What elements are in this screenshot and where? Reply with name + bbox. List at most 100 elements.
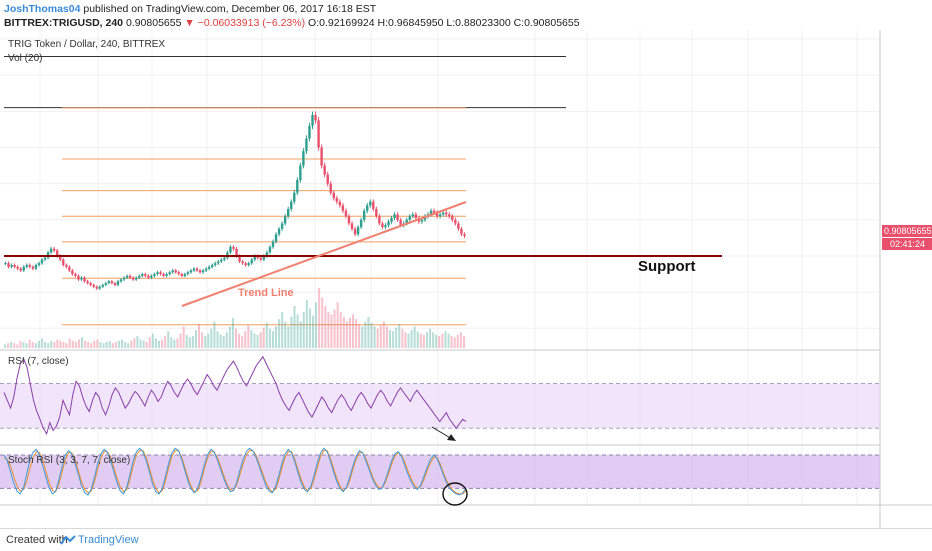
candle — [238, 255, 241, 262]
candle — [326, 174, 329, 184]
volume-bar — [364, 321, 367, 348]
candle — [49, 248, 53, 253]
candle — [107, 281, 111, 284]
volume-bar — [170, 337, 173, 348]
candle — [250, 259, 253, 264]
candle — [435, 212, 439, 217]
volume-bar — [188, 337, 191, 348]
main-legend[interactable]: TRIG Token / Dollar, 240, BITTREX — [8, 39, 165, 50]
volume-bar — [327, 312, 330, 348]
candle — [174, 270, 177, 273]
volume-bar — [216, 331, 219, 348]
volume-bar — [244, 331, 247, 348]
volume-bar — [410, 330, 413, 348]
chart-header: JoshThomas04 published on TradingView.co… — [0, 0, 932, 30]
volume-bar — [342, 316, 345, 348]
volume-bar — [225, 332, 228, 348]
rsi-legend[interactable]: RSI (7, close) — [8, 356, 69, 367]
candle — [259, 257, 263, 260]
candle — [366, 205, 369, 211]
candle — [156, 272, 159, 275]
stoch-k-series — [3, 447, 467, 496]
candle — [445, 212, 448, 215]
countdown-tag — [882, 238, 932, 250]
candle — [101, 284, 104, 287]
candle — [359, 219, 363, 228]
candle — [280, 223, 284, 229]
volume-bar — [259, 332, 262, 348]
volume-bar — [318, 288, 321, 348]
chart-canvas[interactable]: Trend Line Support TRIG Token / Dollar, … — [0, 30, 932, 528]
candle — [31, 266, 35, 269]
volume-bar — [265, 322, 268, 348]
rsi-series — [3, 355, 467, 436]
volume-bar — [53, 342, 56, 348]
volume-bar — [453, 337, 456, 348]
publish-info: published on TradingView.com, December 0… — [83, 3, 377, 15]
volume-bar — [28, 339, 31, 348]
candle — [308, 125, 311, 139]
tradingview-brand[interactable]: TradingView — [78, 534, 139, 546]
candle — [390, 218, 393, 222]
candle — [7, 263, 10, 267]
volume-bar — [194, 330, 197, 348]
candle — [311, 114, 314, 126]
trend-line[interactable] — [181, 201, 467, 307]
candle — [13, 265, 16, 267]
candle — [113, 283, 117, 285]
stoch-legend[interactable]: Stoch RSI (3, 3, 7, 7, close) — [8, 455, 130, 466]
candle — [217, 261, 220, 264]
volume-bar — [429, 328, 432, 348]
volume-bar — [151, 333, 154, 348]
candle — [314, 114, 317, 121]
volume-bar — [164, 336, 167, 348]
volume-bar — [348, 318, 351, 348]
volume-bar — [324, 306, 327, 348]
candle — [296, 180, 299, 193]
volume-bar — [19, 340, 22, 348]
candle — [10, 265, 13, 267]
volume-bar — [154, 338, 157, 348]
stoch-circle-icon — [442, 482, 468, 506]
rsi-arrow-icon — [431, 426, 453, 440]
countdown-tag-text: 02:41:24 — [890, 239, 925, 249]
candle — [277, 228, 281, 235]
candle — [59, 255, 62, 260]
volume-bar — [413, 326, 416, 348]
volume-bar — [250, 330, 253, 348]
volume-bar — [395, 327, 398, 348]
author-name[interactable]: JoshThomas04 — [4, 3, 81, 15]
volume-bar — [121, 339, 124, 348]
volume-legend[interactable]: Vol (20) — [8, 53, 42, 64]
candle — [159, 272, 162, 275]
candle — [320, 147, 323, 166]
volume-bar — [84, 340, 87, 348]
candle — [283, 216, 287, 224]
candle — [122, 277, 126, 280]
candle — [347, 216, 351, 224]
candle — [43, 257, 47, 260]
volume-bar — [392, 331, 395, 348]
candle — [253, 255, 256, 260]
volume-bar — [235, 328, 237, 348]
volume-bar — [333, 309, 336, 348]
candle — [271, 241, 275, 247]
symbol-label: BITTREX:TRIGUSD, 240 — [4, 17, 124, 29]
candle — [405, 219, 408, 224]
candle — [399, 219, 402, 226]
volume-bar — [34, 343, 37, 348]
candle — [138, 275, 141, 278]
candle — [438, 214, 442, 217]
last-price-tag-text: 0.90805655 — [884, 226, 932, 236]
volume-bars — [4, 288, 465, 348]
volume-bar — [25, 343, 28, 348]
candle — [393, 214, 396, 219]
volume-bar — [432, 332, 435, 348]
candle — [207, 266, 211, 269]
volume-bar — [99, 342, 102, 348]
candle — [125, 275, 129, 278]
candle — [332, 192, 335, 199]
volume-bar — [219, 334, 222, 348]
candle — [375, 208, 378, 217]
volume-bar — [401, 328, 404, 348]
